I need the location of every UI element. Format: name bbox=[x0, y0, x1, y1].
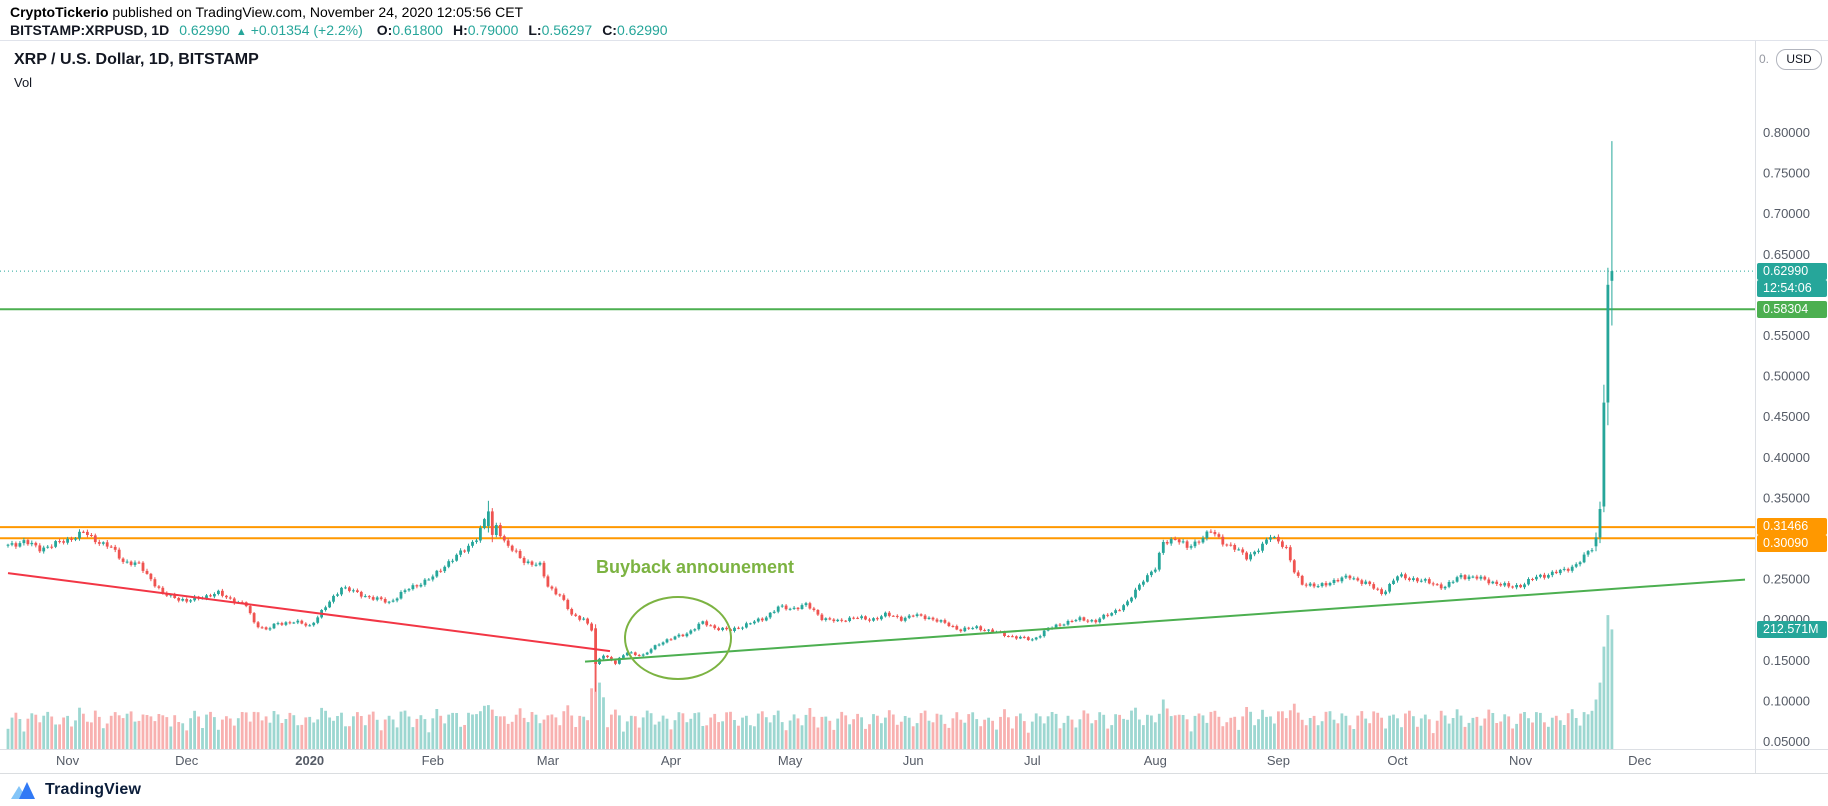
svg-text:0.45000: 0.45000 bbox=[1763, 409, 1810, 424]
svg-text:2020: 2020 bbox=[295, 753, 324, 768]
svg-text:May: May bbox=[778, 753, 803, 768]
annotation-ellipse[interactable] bbox=[624, 596, 732, 680]
quote-low: L:0.56297 bbox=[528, 22, 593, 38]
svg-text:Apr: Apr bbox=[661, 753, 682, 768]
svg-text:Sep: Sep bbox=[1267, 753, 1290, 768]
last-price-badge: 0.62990 bbox=[1757, 262, 1827, 280]
svg-text:0.25000: 0.25000 bbox=[1763, 572, 1810, 587]
svg-text:0.15000: 0.15000 bbox=[1763, 653, 1810, 668]
chart-legend: XRP / U.S. Dollar, 1D, BITSTAMP Vol bbox=[14, 51, 259, 90]
currency-button[interactable]: USD bbox=[1776, 49, 1822, 70]
resistance-lower-badge: 0.30090 bbox=[1757, 535, 1827, 553]
level-price-badge: 0.58304 bbox=[1757, 300, 1827, 318]
svg-text:0.65000: 0.65000 bbox=[1763, 247, 1810, 262]
quote-open: O:0.61800 bbox=[376, 22, 443, 38]
annotation-text[interactable]: Buyback announement bbox=[596, 557, 794, 577]
price-axis-labels[interactable]: 0.80000 0.75000 0.70000 0.65000 0.55000 0.500… bbox=[1763, 125, 1810, 749]
quote-high: H:0.79000 bbox=[452, 22, 519, 38]
svg-text:0.80000: 0.80000 bbox=[1763, 125, 1810, 140]
svg-text:0.40000: 0.40000 bbox=[1763, 450, 1810, 465]
svg-text:Aug: Aug bbox=[1144, 753, 1167, 768]
level-lines bbox=[0, 308, 1755, 540]
svg-text:Feb: Feb bbox=[422, 753, 444, 768]
svg-text:Dec: Dec bbox=[175, 753, 199, 768]
svg-text:0.35000: 0.35000 bbox=[1763, 490, 1810, 505]
svg-text:Dec: Dec bbox=[1628, 753, 1652, 768]
candles bbox=[6, 141, 1614, 692]
svg-text:0.55000: 0.55000 bbox=[1763, 328, 1810, 343]
published-line: CryptoTickerio published on TradingView.… bbox=[10, 4, 1828, 20]
up-arrow-icon: ▲ bbox=[235, 26, 247, 38]
quote-change: +0.01354 (+2.2%) bbox=[250, 22, 363, 38]
countdown-badge: 12:54:06 bbox=[1757, 279, 1827, 297]
svg-text:0.05000: 0.05000 bbox=[1763, 734, 1810, 749]
quote-last-price: 0.62990 bbox=[179, 22, 230, 38]
volume-indicator-label: Vol bbox=[14, 75, 33, 90]
svg-text:Nov: Nov bbox=[56, 753, 80, 768]
svg-text:0.75000: 0.75000 bbox=[1763, 166, 1810, 181]
volume-badge: 212.571M bbox=[1757, 621, 1827, 639]
candlestick-chart[interactable]: Buyback announement 0.80000 0.75000 0.70000… bbox=[0, 41, 1828, 773]
symbol-interval: BITSTAMP:XRPUSD, 1D bbox=[10, 22, 170, 38]
clipped-price-label: 0. bbox=[1759, 52, 1770, 66]
chart-title: XRP / U.S. Dollar, 1D, BITSTAMP bbox=[14, 51, 259, 68]
svg-text:Mar: Mar bbox=[537, 753, 560, 768]
svg-text:0.50000: 0.50000 bbox=[1763, 369, 1810, 384]
published-text: published on TradingView.com, November 2… bbox=[108, 4, 524, 20]
header: CryptoTickerio published on TradingView.… bbox=[0, 0, 1828, 40]
date-axis-labels[interactable]: Nov Dec 2020 Feb Mar Apr May Jun Jul Aug Sep Oct Nov… bbox=[56, 753, 1652, 768]
tradingview-logo-icon[interactable] bbox=[10, 780, 38, 800]
svg-text:Nov: Nov bbox=[1509, 753, 1533, 768]
svg-text:Jul: Jul bbox=[1024, 753, 1041, 768]
svg-text:0.10000: 0.10000 bbox=[1763, 693, 1810, 708]
svg-text:0.70000: 0.70000 bbox=[1763, 206, 1810, 221]
trendlines[interactable] bbox=[7, 572, 1746, 663]
quote-close: C:0.62990 bbox=[602, 22, 668, 38]
author-name: CryptoTickerio bbox=[10, 4, 109, 20]
attribution-bar: TradingView bbox=[0, 773, 1828, 806]
svg-text:Oct: Oct bbox=[1387, 753, 1408, 768]
resistance-upper-badge: 0.31466 bbox=[1757, 518, 1827, 536]
tradingview-brand-link[interactable]: TradingView bbox=[45, 781, 142, 798]
quote-line: BITSTAMP:XRPUSD, 1D 0.62990 ▲ +0.01354 (… bbox=[10, 22, 1828, 41]
svg-text:Jun: Jun bbox=[903, 753, 924, 768]
volume-bars bbox=[6, 615, 1614, 750]
chart-area: Buyback announement 0.80000 0.75000 0.70000… bbox=[0, 40, 1828, 773]
